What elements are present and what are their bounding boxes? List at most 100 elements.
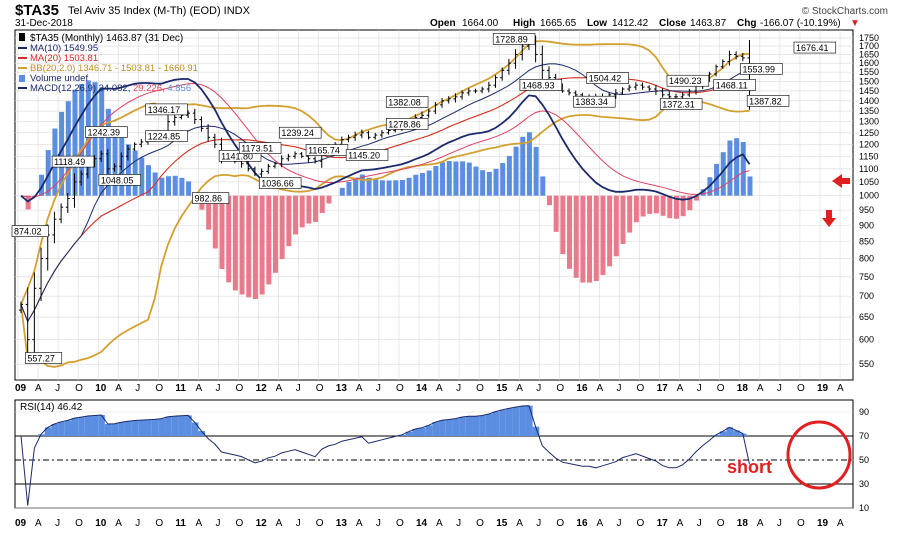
y-tick-label: 600 bbox=[859, 335, 874, 345]
rsi-overbought-fill bbox=[519, 406, 526, 436]
annotation-text: 1728.89 bbox=[495, 34, 528, 44]
histogram-bar bbox=[567, 196, 572, 269]
x-tick-label: A bbox=[115, 518, 122, 529]
x-tick-label: 12 bbox=[256, 383, 268, 394]
histogram-bar bbox=[320, 196, 325, 213]
histogram-bar bbox=[507, 156, 512, 196]
x-tick-label: A bbox=[356, 383, 363, 394]
rsi-overbought-fill bbox=[112, 424, 119, 436]
rsi-overbought-fill bbox=[513, 407, 520, 436]
histogram-bar bbox=[727, 141, 732, 196]
histogram-bar bbox=[473, 167, 478, 196]
histogram-bar bbox=[420, 173, 425, 196]
histogram-bar bbox=[654, 196, 659, 214]
y-tick-label: 1150 bbox=[859, 151, 878, 161]
x-tick-label: O bbox=[236, 518, 244, 529]
y-tick-label: 1000 bbox=[859, 191, 879, 201]
annotation-text: 1468.93 bbox=[522, 80, 555, 90]
symbol-title: $TA35 bbox=[15, 2, 59, 19]
rsi-overbought-fill bbox=[118, 422, 125, 436]
x-tick-label: A bbox=[837, 383, 844, 394]
histogram-bar bbox=[734, 138, 739, 195]
histogram-bar bbox=[587, 196, 592, 283]
price-annotation: 1242.39 bbox=[86, 127, 128, 138]
low-value: 1412.42 bbox=[612, 18, 649, 29]
price-annotation: 1504.42 bbox=[587, 73, 629, 84]
x-tick-label: A bbox=[436, 383, 443, 394]
annotation-text: 1383.34 bbox=[575, 97, 608, 107]
price-annotation: 1118.49 bbox=[52, 156, 94, 167]
x-tick-label: 15 bbox=[496, 383, 508, 394]
x-tick-label: A bbox=[596, 518, 603, 529]
x-tick-label: J bbox=[536, 518, 541, 529]
price-annotation: 1145.20 bbox=[346, 149, 388, 160]
x-tick-label: J bbox=[376, 518, 381, 529]
annotation-text: 1118.49 bbox=[54, 157, 85, 167]
price-annotation: 982.86 bbox=[192, 193, 228, 204]
histogram-bar bbox=[500, 163, 505, 196]
rsi-panel bbox=[15, 400, 853, 508]
price-annotation: 1173.51 bbox=[239, 143, 281, 154]
x-tick-label: 11 bbox=[175, 518, 186, 529]
x-tick-label: 09 bbox=[15, 383, 27, 394]
rsi-overbought-fill bbox=[92, 415, 99, 436]
chart-date: 31-Dec-2018 bbox=[15, 18, 73, 29]
annotation-text: 982.86 bbox=[194, 194, 222, 204]
rsi-overbought-fill bbox=[158, 419, 165, 436]
histogram-bar bbox=[380, 180, 385, 195]
x-tick-label: O bbox=[797, 518, 805, 529]
x-tick-label: O bbox=[476, 383, 484, 394]
y-tick-label: 1400 bbox=[859, 96, 879, 106]
y-tick-label: 850 bbox=[859, 236, 874, 246]
x-tick-label: 13 bbox=[336, 383, 348, 394]
x-tick-label: A bbox=[35, 518, 42, 529]
histogram-bar bbox=[547, 196, 552, 206]
histogram-bar bbox=[594, 196, 599, 281]
annotation-text: 874.02 bbox=[14, 227, 42, 237]
x-tick-label: O bbox=[556, 383, 564, 394]
price-annotation: 1346.17 bbox=[146, 104, 188, 115]
histogram-bar bbox=[346, 182, 351, 196]
histogram-bar bbox=[540, 176, 545, 195]
histogram-bar bbox=[306, 196, 311, 224]
rsi-overbought-fill bbox=[426, 425, 433, 436]
annotation-text: 1145.20 bbox=[348, 150, 380, 160]
annotation-text: 1048.05 bbox=[101, 175, 134, 185]
histogram-bar bbox=[467, 163, 472, 196]
histogram-bar bbox=[393, 180, 398, 195]
low-label: Low bbox=[587, 18, 607, 29]
x-tick-label: J bbox=[296, 518, 301, 529]
price-annotation: 1278.86 bbox=[386, 118, 428, 129]
y-tick-label: 750 bbox=[859, 272, 874, 282]
rsi-tick-label: 50 bbox=[859, 455, 869, 465]
high-label: High bbox=[513, 18, 535, 29]
close-label: Close bbox=[659, 18, 687, 29]
brand-logo: © StockCharts.com bbox=[802, 6, 888, 17]
x-tick-label: A bbox=[436, 518, 443, 529]
rsi-overbought-fill bbox=[165, 417, 172, 436]
x-tick-label: A bbox=[35, 383, 42, 394]
annotation-text: 1165.74 bbox=[308, 145, 340, 155]
x-tick-label: 14 bbox=[416, 383, 428, 394]
y-tick-label: 1500 bbox=[859, 76, 879, 86]
rsi-overbought-fill bbox=[192, 422, 199, 436]
high-value: 1665.65 bbox=[540, 18, 577, 29]
rsi-overbought-fill bbox=[452, 419, 459, 436]
rsi-overbought-fill bbox=[439, 420, 446, 436]
annotation-text: 1224.85 bbox=[148, 132, 181, 142]
short-annotation: short bbox=[727, 457, 772, 477]
histogram-bar bbox=[226, 196, 231, 283]
histogram-bar bbox=[246, 196, 251, 298]
histogram-bar bbox=[159, 178, 164, 196]
x-tick-label: J bbox=[697, 383, 702, 394]
rsi-tick-label: 30 bbox=[859, 479, 869, 489]
x-tick-label: A bbox=[356, 518, 363, 529]
histogram-bar bbox=[293, 196, 298, 235]
histogram-bar bbox=[186, 181, 191, 195]
y-tick-label: 1300 bbox=[859, 117, 879, 127]
x-tick-label: 10 bbox=[95, 383, 107, 394]
